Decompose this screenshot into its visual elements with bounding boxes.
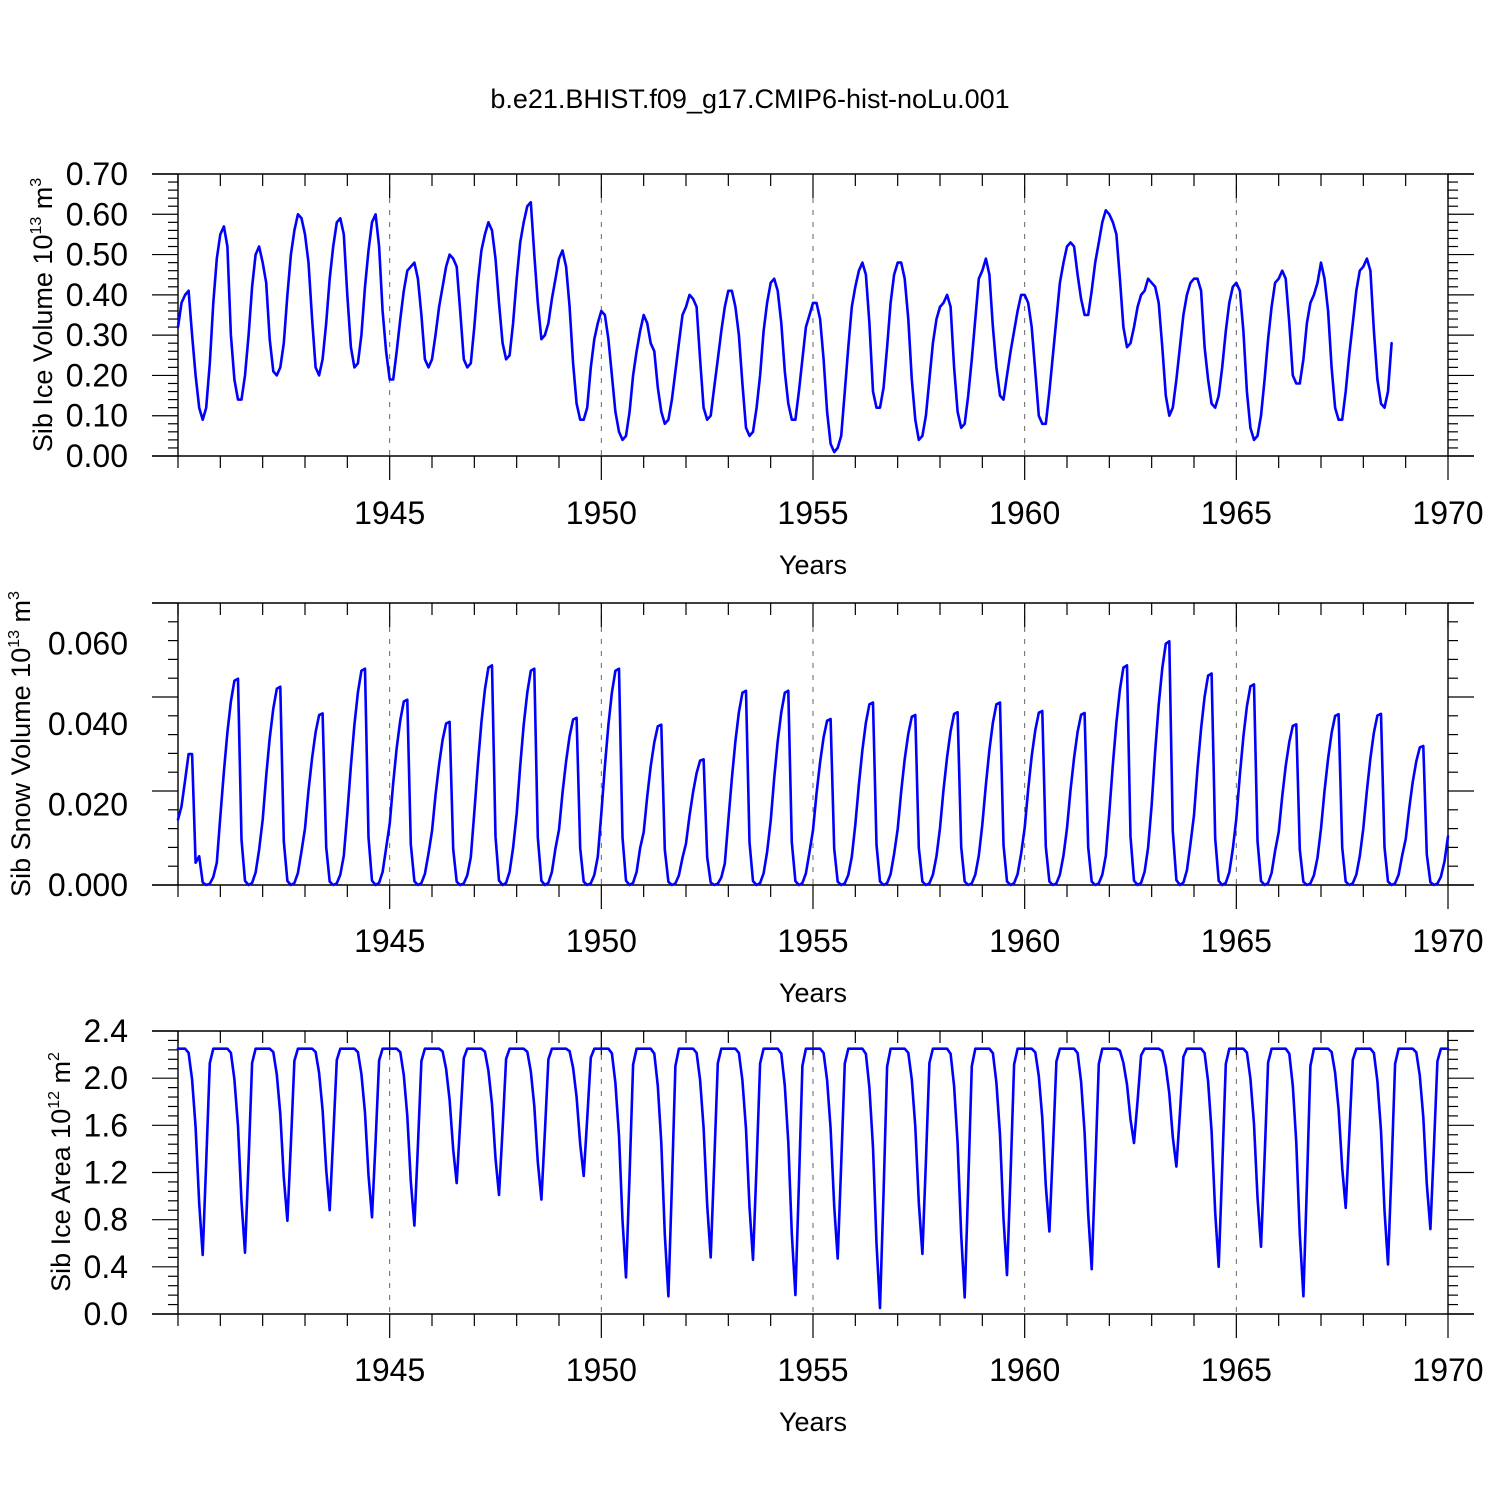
y-tick-label: 2.0	[84, 1060, 128, 1096]
y-tick-label: 0.0	[84, 1296, 128, 1332]
y-label-unit-exponent: 3	[6, 591, 23, 600]
x-tick-label: 1965	[1201, 1352, 1272, 1388]
panel-snow-volume: 1945 1950 1955 1960 1965 1970 0.000 0.020 0.040 0…	[6, 591, 1484, 1008]
x-tick-label: 1970	[1412, 1352, 1483, 1388]
y-label-unit-exponent: 2	[46, 1052, 63, 1061]
x-tick-label: 1970	[1412, 923, 1483, 959]
y-axis-label: Sib Snow Volume 1013 m3	[6, 591, 36, 897]
y-label-unit-exponent: 3	[28, 178, 45, 187]
y-label-exponent: 13	[28, 217, 45, 235]
x-tick-label: 1945	[354, 495, 425, 531]
y-tick-label: 0.040	[48, 706, 128, 742]
y-tick-label: 2.4	[84, 1013, 128, 1049]
x-tick-label: 1950	[566, 923, 637, 959]
y-tick-label: 0.20	[66, 357, 128, 393]
series-line	[176, 1047, 1450, 1310]
y-tick-label: 0.000	[48, 867, 128, 903]
x-axis-label: Years	[779, 550, 847, 580]
x-tick-label: 1955	[777, 923, 848, 959]
y-axis-label: Sib Ice Area 1012 m2	[46, 1052, 76, 1292]
y-tick-label: 0.30	[66, 317, 128, 353]
x-tick-label: 1945	[354, 923, 425, 959]
y-tick-label: 0.060	[48, 625, 128, 661]
y-label-text: Sib Snow Volume 10	[6, 648, 36, 897]
x-tick-label: 1950	[566, 1352, 637, 1388]
y-tick-label: 0.4	[84, 1249, 128, 1285]
x-tick-label: 1960	[989, 1352, 1060, 1388]
y-tick-label: 0.40	[66, 277, 128, 313]
x-tick-label: 1965	[1201, 923, 1272, 959]
y-label-text: Sib Ice Area 10	[46, 1109, 76, 1292]
y-axis-label: Sib Ice Volume 1013 m3	[28, 178, 58, 452]
x-tick-label: 1965	[1201, 495, 1272, 531]
x-axis-label: Years	[779, 1407, 847, 1437]
y-tick-label: 0.8	[84, 1202, 128, 1238]
y-label-unit: m	[46, 1061, 76, 1091]
y-tick-label: 0.70	[66, 156, 128, 192]
panel-ice-area: 1945 1950 1955 1960 1965 1970 0.0 0.4 0.8 1.2 1.6 2…	[46, 1013, 1484, 1437]
y-tick-label: 0.60	[66, 196, 128, 232]
y-label-text: Sib Ice Volume 10	[28, 235, 58, 453]
y-tick-label: 0.50	[66, 237, 128, 273]
figure-title: b.e21.BHIST.f09_g17.CMIP6-hist-noLu.001	[490, 84, 1009, 114]
y-label-unit: m	[28, 187, 58, 217]
y-tick-label: 0.00	[66, 438, 128, 474]
x-tick-label: 1960	[989, 923, 1060, 959]
panel-ice-volume: 1945 1950 1955 1960 1965 1970 0.00 0.10 0.20 0.30…	[28, 156, 1484, 580]
x-tick-label: 1960	[989, 495, 1060, 531]
x-tick-label: 1950	[566, 495, 637, 531]
x-tick-label: 1955	[777, 1352, 848, 1388]
y-tick-label: 1.6	[84, 1107, 128, 1143]
x-axis-label: Years	[779, 978, 847, 1008]
y-tick-label: 1.2	[84, 1155, 128, 1191]
y-label-exponent: 12	[46, 1091, 63, 1109]
y-tick-label: 0.020	[48, 786, 128, 822]
x-tick-label: 1945	[354, 1352, 425, 1388]
y-label-exponent: 13	[6, 630, 23, 648]
x-tick-label: 1955	[777, 495, 848, 531]
y-label-unit: m	[6, 600, 36, 630]
series-line	[176, 639, 1450, 887]
y-tick-label: 0.10	[66, 398, 128, 434]
series-line	[176, 200, 1393, 454]
x-tick-label: 1970	[1412, 495, 1483, 531]
